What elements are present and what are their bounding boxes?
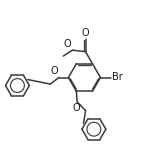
- Text: Br: Br: [112, 73, 123, 82]
- Text: O: O: [73, 103, 80, 113]
- Text: O: O: [82, 28, 89, 38]
- Text: O: O: [51, 66, 58, 76]
- Text: O: O: [64, 39, 71, 49]
